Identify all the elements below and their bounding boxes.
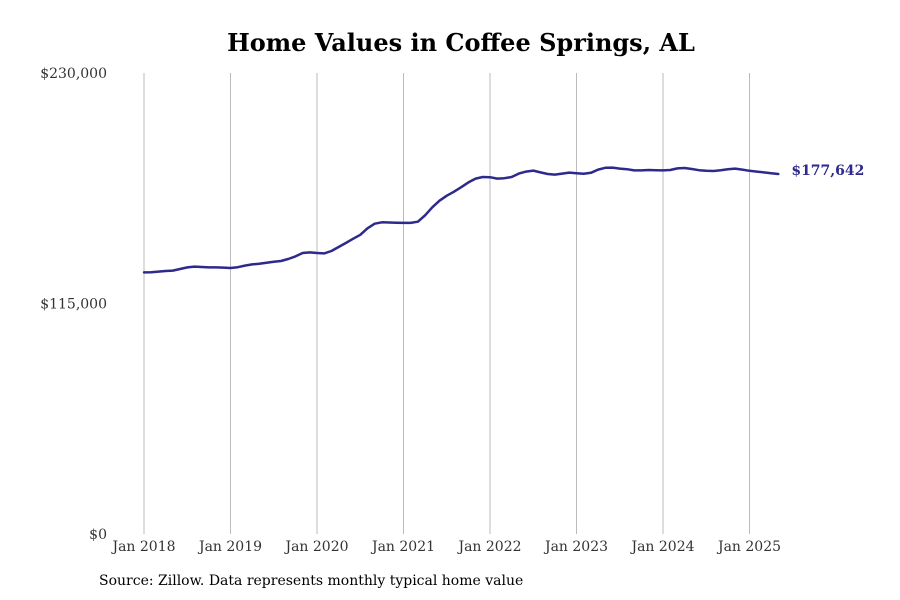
x-tick-label: Jan 2024 [629,539,694,555]
x-axis-ticks: Jan 2018 Jan 2019 Jan 2020 Jan 2021 Jan 2022… [110,539,781,555]
x-tick-label: Jan 2023 [543,539,608,555]
x-tick-label: Jan 2018 [110,539,175,555]
x-tick-label: Jan 2021 [370,539,435,555]
y-tick-label: $115,000 [40,297,107,313]
series-layer: $177,642 [142,163,864,274]
source-note: Source: Zillow. Data represents monthly … [99,573,524,589]
x-tick-label: Jan 2020 [283,539,348,555]
x-tick-label: Jan 2022 [456,539,521,555]
end-value-label: $177,642 [791,163,864,179]
y-tick-label: $230,000 [40,66,107,82]
grid-lines [143,73,750,534]
x-tick-label: Jan 2019 [197,539,262,555]
y-axis-ticks: $0 $115,000 $230,000 [40,66,107,543]
chart-title: Home Values in Coffee Springs, AL [227,28,695,57]
y-tick-label: $0 [89,527,107,543]
x-tick-label: Jan 2025 [716,539,781,555]
series-line [142,166,780,274]
